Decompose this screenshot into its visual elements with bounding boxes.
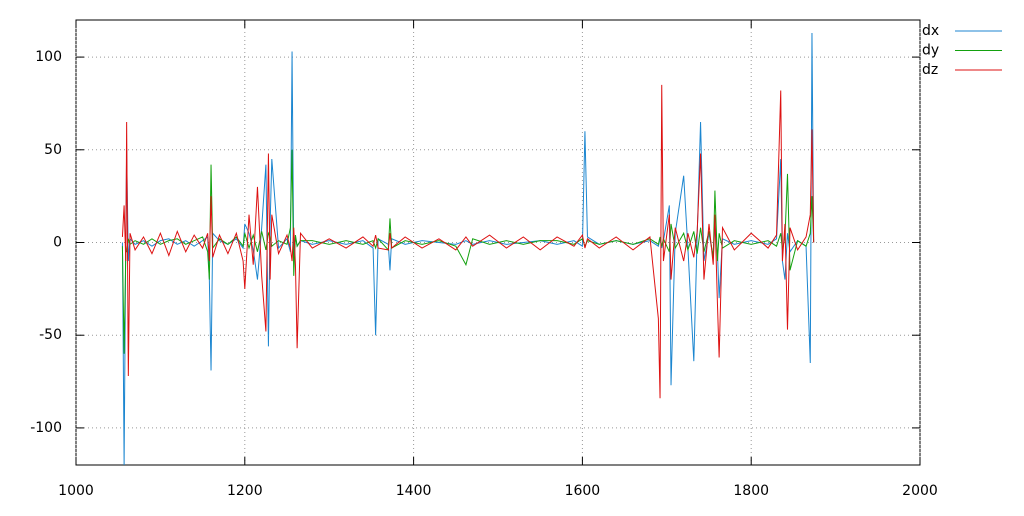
- x-tick-label: 1800: [733, 483, 769, 499]
- y-tick-label: 0: [53, 235, 62, 251]
- legend-label: dx: [922, 23, 939, 39]
- x-tick-label: 1000: [58, 483, 94, 499]
- y-tick-label: -50: [39, 327, 62, 343]
- legend-label: dz: [922, 62, 938, 78]
- x-tick-label: 1200: [227, 483, 263, 499]
- y-tick-label: 100: [35, 49, 62, 65]
- x-tick-label: 1400: [396, 483, 432, 499]
- series-line: [121, 149, 815, 354]
- legend-label: dy: [922, 43, 939, 59]
- y-tick-label: 50: [44, 142, 62, 158]
- x-tick-label: 2000: [902, 483, 938, 499]
- y-tick-label: -100: [30, 420, 62, 436]
- x-tick-label: 1600: [565, 483, 601, 499]
- series-line: [121, 84, 815, 399]
